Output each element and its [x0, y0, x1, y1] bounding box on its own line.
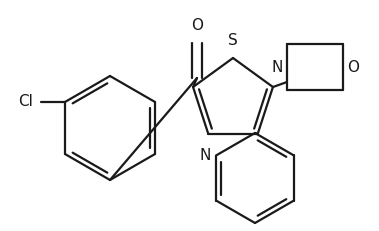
Text: S: S [228, 33, 238, 48]
Text: Cl: Cl [18, 94, 33, 109]
Text: O: O [347, 60, 359, 75]
Text: N: N [272, 60, 283, 75]
Text: O: O [191, 18, 203, 33]
Text: N: N [200, 148, 211, 163]
